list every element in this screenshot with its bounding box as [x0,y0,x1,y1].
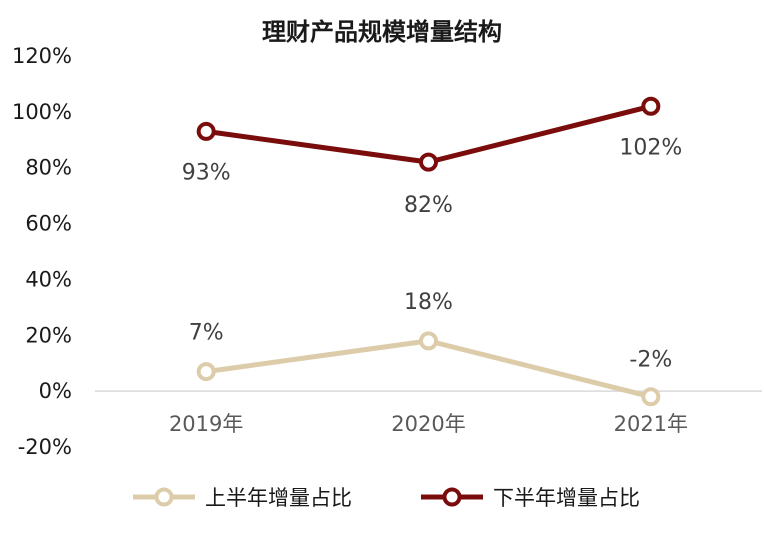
legend-label: 上半年增量占比 [205,486,352,510]
x-tick-label: 2021年 [614,412,688,436]
data-point [419,331,438,351]
data-point [641,387,661,407]
y-tick-label: 40% [25,267,72,291]
data-point [641,96,661,116]
data-label: 93% [182,160,231,185]
data-label: 18% [404,290,453,315]
legend-marker [154,487,174,507]
chart-title: 理财产品规模增量结构 [262,18,502,46]
legend-marker [442,487,462,507]
data-label: 82% [404,193,453,218]
y-tick-label: 80% [25,156,72,180]
x-tick-label: 2020年 [391,412,465,436]
y-tick-label: 100% [12,100,72,124]
data-point [196,362,216,382]
data-label: -2% [629,348,672,373]
y-tick-label: 60% [25,212,72,236]
data-point [419,152,438,172]
data-point [196,121,216,141]
y-tick-label: 120% [12,44,72,68]
data-label: 102% [619,135,682,160]
y-tick-label: 20% [25,323,72,347]
x-tick-label: 2019年 [169,412,243,436]
data-label: 7% [189,321,224,346]
legend-label: 下半年增量占比 [493,486,640,510]
y-tick-label: 0% [39,379,72,403]
y-tick-label: -20% [18,435,72,459]
